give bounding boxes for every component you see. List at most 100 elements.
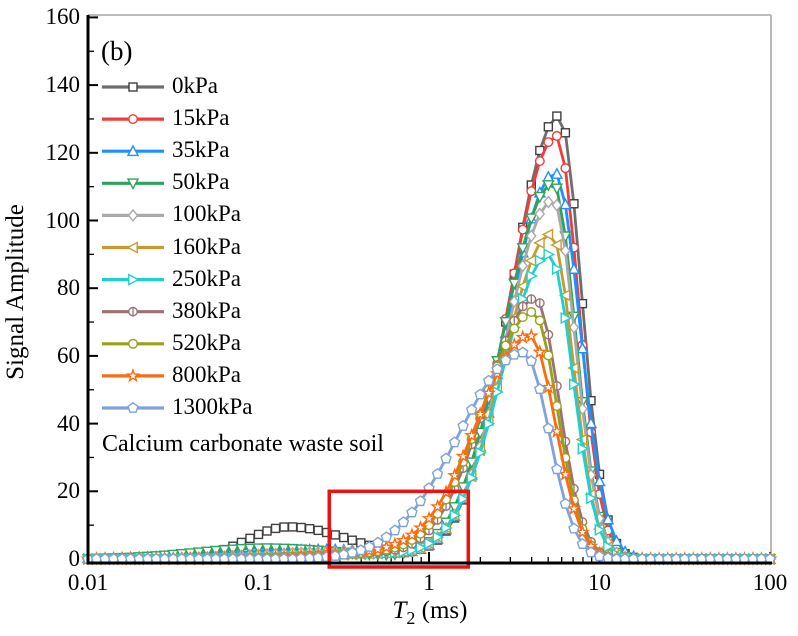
marker-open-triangle-right bbox=[128, 273, 140, 286]
marker-open-star bbox=[523, 327, 539, 343]
marker-open-star bbox=[404, 527, 420, 542]
marker-open-triangle-down bbox=[550, 183, 564, 196]
marker-open-circle bbox=[560, 163, 571, 174]
marker-open-square bbox=[569, 199, 579, 209]
y-tick-label-0: 0 bbox=[68, 546, 81, 571]
legend-item-250kPa bbox=[102, 273, 164, 286]
marker-open-triangle-down bbox=[525, 213, 538, 225]
legend-label-100kPa: 100kPa bbox=[172, 201, 241, 227]
marker-open-diamond bbox=[508, 295, 520, 309]
marker-open-triangle-right bbox=[483, 417, 496, 430]
marker-open-square bbox=[560, 128, 571, 138]
legend-item-35kPa bbox=[102, 144, 164, 157]
marker-open-triangle-right bbox=[432, 530, 445, 544]
marker-open-square bbox=[296, 522, 306, 533]
marker-open-diamond bbox=[560, 244, 571, 258]
x-tick-label-0.01: 0.01 bbox=[67, 570, 109, 595]
marker-open-star bbox=[429, 498, 446, 514]
marker-open-triangle-right bbox=[449, 509, 462, 522]
marker-open-square bbox=[339, 532, 349, 543]
marker-open-star bbox=[412, 519, 429, 535]
marker-open-triangle-right bbox=[586, 492, 598, 505]
marker-open-pentagon bbox=[551, 463, 563, 475]
y-tick-label-40: 40 bbox=[57, 410, 80, 436]
x-axis-symbol: T bbox=[392, 597, 407, 624]
legend-item-15kPa bbox=[102, 114, 164, 125]
marker-open-circle bbox=[526, 186, 537, 197]
marker-open-pentagon bbox=[585, 546, 597, 558]
marker-open-triangle-up bbox=[593, 474, 606, 487]
marker-open-square bbox=[313, 525, 323, 536]
marker-open-circle bbox=[543, 137, 554, 148]
marker-open-triangle-right bbox=[475, 446, 487, 459]
marker-open-triangle-right bbox=[441, 521, 453, 535]
x-axis-title: T2 (ms) bbox=[393, 597, 468, 629]
marker-open-pentagon bbox=[448, 436, 461, 448]
marker-open-pentagon bbox=[127, 401, 139, 413]
marker-open-star bbox=[566, 500, 582, 516]
marker-open-pentagon bbox=[397, 516, 410, 528]
marker-open-square bbox=[543, 122, 554, 132]
marker-open-circle bbox=[526, 307, 537, 318]
marker-open-triangle-down bbox=[508, 278, 521, 291]
marker-open-pentagon bbox=[380, 531, 393, 543]
marker-open-pentagon bbox=[593, 550, 606, 562]
legend-item-160kPa bbox=[102, 241, 164, 254]
marker-open-star bbox=[455, 448, 471, 463]
marker-open-triangle-left bbox=[126, 241, 138, 254]
y-tick-label-100: 100 bbox=[45, 207, 81, 233]
axes-frame bbox=[88, 14, 772, 563]
marker-open-triangle-right bbox=[551, 262, 564, 276]
marker-open-square bbox=[330, 530, 340, 540]
marker-open-circle bbox=[551, 130, 562, 141]
marker-open-circle bbox=[127, 338, 138, 349]
marker-open-triangle-right bbox=[424, 537, 436, 550]
marker-open-triangle-down bbox=[126, 178, 140, 190]
main-axes bbox=[86, 15, 772, 565]
marker-open-square bbox=[347, 535, 357, 545]
marker-open-star bbox=[557, 466, 573, 481]
marker-open-triangle-right bbox=[458, 492, 470, 505]
marker-open-square bbox=[287, 522, 298, 532]
marker-open-square bbox=[304, 523, 315, 534]
marker-open-triangle-up bbox=[576, 341, 589, 354]
marker-open-pentagon bbox=[517, 346, 529, 358]
marker-open-square bbox=[270, 523, 281, 534]
marker-open-pentagon bbox=[482, 374, 495, 386]
legend-label-380kPa: 380kPa bbox=[172, 297, 241, 323]
legend-item-100kPa bbox=[102, 208, 164, 222]
marker-open-triangle-up bbox=[559, 197, 572, 210]
marker-open-pentagon bbox=[414, 495, 427, 507]
marker-open-diamond bbox=[534, 207, 546, 221]
marker-open-triangle-down bbox=[516, 243, 529, 255]
legend-label-15kPa: 15kPa bbox=[172, 105, 230, 131]
marker-open-star bbox=[387, 536, 403, 551]
legend bbox=[102, 82, 164, 413]
marker-open-pentagon bbox=[474, 388, 486, 400]
legend-item-50kPa bbox=[102, 178, 164, 190]
x-tick-label-0.1: 0.1 bbox=[244, 570, 273, 595]
marker-open-circle bbox=[509, 323, 520, 334]
marker-open-pentagon bbox=[389, 524, 401, 536]
y-tick-label-140: 140 bbox=[45, 72, 81, 98]
marker-open-square bbox=[552, 111, 562, 121]
marker-open-star bbox=[540, 379, 556, 394]
legend-label-160kPa: 160kPa bbox=[172, 233, 241, 259]
marker-open-pentagon bbox=[559, 497, 572, 509]
marker-open-star bbox=[125, 367, 141, 383]
marker-open-diamond bbox=[543, 195, 554, 209]
marker-open-circle bbox=[534, 156, 545, 167]
marker-open-triangle-right bbox=[415, 541, 428, 554]
marker-open-circle bbox=[127, 114, 138, 125]
legend-item-380kPa bbox=[102, 306, 164, 317]
marker-open-triangle-left bbox=[533, 236, 545, 250]
legend-label-800kPa: 800kPa bbox=[172, 361, 241, 387]
marker-open-pentagon bbox=[525, 355, 538, 367]
legend-label-50kPa: 50kPa bbox=[172, 169, 230, 195]
x-tick-label-10: 10 bbox=[588, 570, 611, 595]
marker-open-pentagon bbox=[534, 383, 546, 395]
marker-open-pentagon bbox=[406, 506, 418, 518]
marker-open-square bbox=[262, 526, 272, 536]
